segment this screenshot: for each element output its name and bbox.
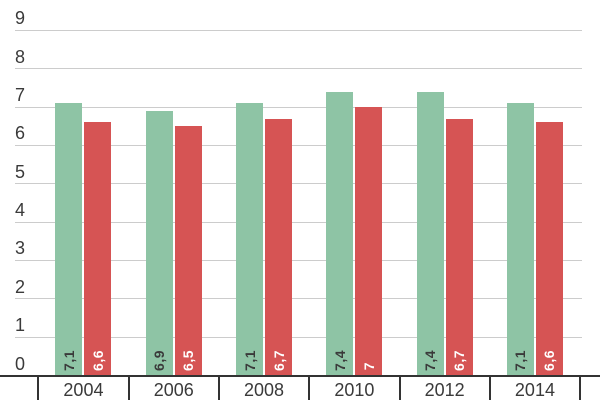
bar-green-series: [236, 103, 264, 376]
x-axis-label: 2008: [244, 380, 285, 400]
bar-green-series: [416, 91, 444, 376]
bar-value-label: 6,6: [541, 349, 558, 371]
bar-red-series: [174, 126, 202, 376]
gridline: [15, 106, 582, 108]
x-axis-divider: [398, 376, 401, 400]
x-axis-divider: [579, 376, 582, 400]
bar-green-series: [326, 91, 354, 376]
bar-value-label: 7: [360, 362, 377, 371]
y-tick-label: 6: [15, 123, 26, 144]
bar-green-series: [55, 103, 83, 376]
bar-green-series: [145, 110, 173, 376]
gridline: [15, 298, 582, 300]
bar-green-series: [506, 103, 534, 376]
y-tick-label: 2: [15, 276, 26, 297]
bar-value-label: 6,7: [451, 349, 468, 371]
x-axis-label: 2004: [63, 380, 104, 400]
gridline: [15, 259, 582, 261]
y-tick-label: 8: [15, 46, 26, 67]
y-tick-label: 3: [15, 238, 26, 259]
gridline: [15, 144, 582, 146]
gridline: [15, 68, 582, 70]
bar-value-label: 7,1: [241, 349, 258, 371]
bar-value-label: 7,4: [331, 349, 348, 371]
bar-red-series: [265, 118, 293, 376]
bar-red-series: [84, 122, 112, 376]
bar-value-label: 7,1: [512, 349, 529, 371]
bar-value-label: 6,9: [151, 349, 168, 371]
bar-red-series: [535, 122, 563, 376]
x-axis-divider: [488, 376, 491, 400]
bar-value-label: 6,6: [89, 349, 106, 371]
x-axis-divider: [37, 376, 40, 400]
gridline: [15, 29, 582, 31]
x-axis-divider: [308, 376, 311, 400]
bar-value-label: 6,5: [180, 349, 197, 371]
x-axis-divider: [217, 376, 220, 400]
y-tick-label: 5: [15, 161, 26, 182]
x-axis-label: 2014: [514, 380, 555, 400]
x-axis-label: 2006: [153, 380, 194, 400]
x-axis-line: [0, 374, 600, 377]
gridline: [15, 183, 582, 185]
y-tick-label: 7: [15, 85, 26, 106]
y-tick-label: 4: [15, 200, 26, 221]
x-axis-label: 2012: [424, 380, 465, 400]
bar-value-label: 7,4: [422, 349, 439, 371]
bar-red-series: [445, 118, 473, 376]
x-axis-divider: [127, 376, 130, 400]
bar-value-label: 7,1: [60, 349, 77, 371]
gridline: [15, 221, 582, 223]
y-tick-label: 0: [15, 353, 26, 374]
y-tick-label: 9: [15, 8, 26, 29]
bar-value-label: 6,7: [270, 349, 287, 371]
x-axis-label: 2010: [334, 380, 375, 400]
bar-red-series: [355, 107, 383, 376]
y-tick-label: 1: [15, 315, 26, 336]
gridline: [15, 336, 582, 338]
